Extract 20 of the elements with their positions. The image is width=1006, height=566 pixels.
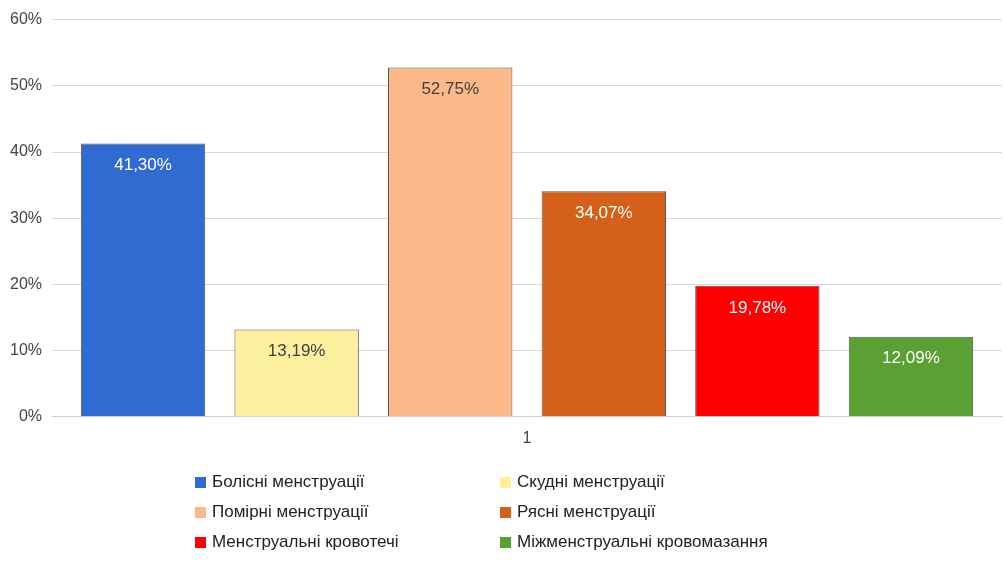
y-tick-label: 60% xyxy=(9,10,43,28)
legend-label: Міжменструальні кровомазання xyxy=(517,532,768,552)
x-tick-label: 1 xyxy=(522,428,532,446)
legend-label: Скудні менструації xyxy=(517,472,665,492)
y-tick-label: 50% xyxy=(9,76,43,94)
data-label: 13,19% xyxy=(267,341,326,361)
legend-label: Менструальні кровотечі xyxy=(212,532,399,552)
data-label: 19,78% xyxy=(728,297,787,317)
data-label: 12,09% xyxy=(882,348,940,368)
data-label: 52,75% xyxy=(421,79,480,99)
data-label: 34,07% xyxy=(574,202,633,222)
y-tick-label: 20% xyxy=(9,274,43,292)
data-label: 41,30% xyxy=(114,155,172,175)
y-tick-label: 0% xyxy=(18,407,43,425)
legend-label: Помірні менструації xyxy=(212,502,369,522)
legend-label: Рясні менструації xyxy=(517,502,656,522)
y-tick-label: 10% xyxy=(9,341,43,359)
legend-label: Болісні менструації xyxy=(212,472,365,492)
y-tick-label: 40% xyxy=(9,142,43,160)
y-tick-label: 30% xyxy=(9,208,43,226)
